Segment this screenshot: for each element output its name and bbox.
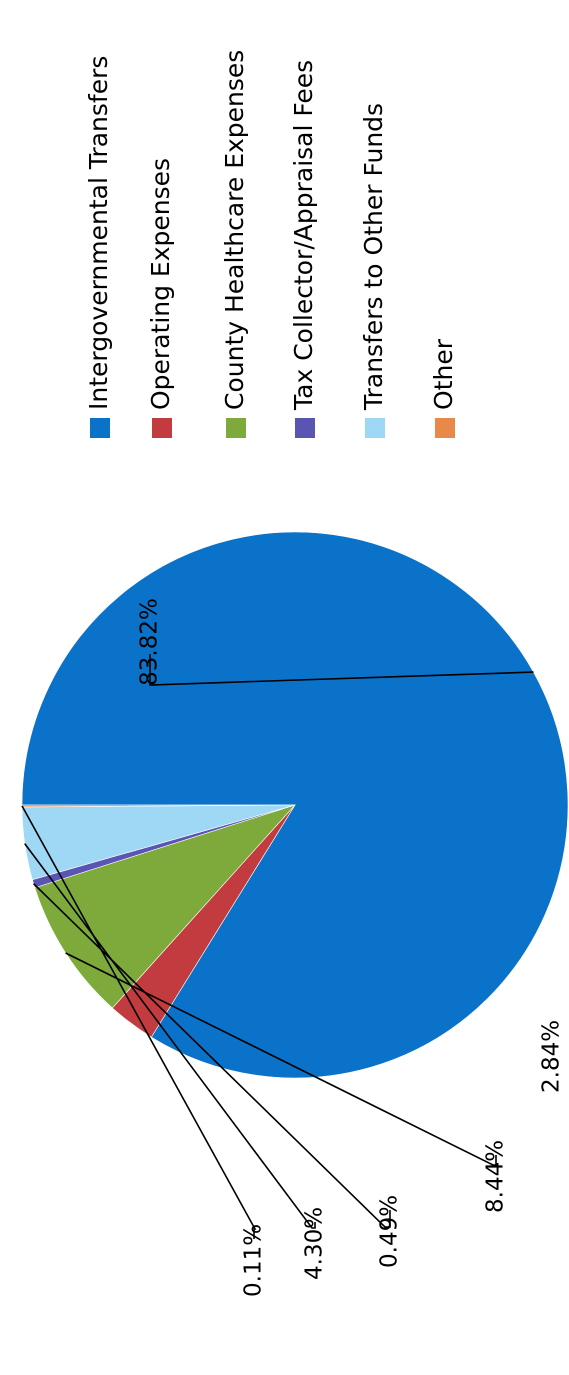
legend: Intergovernmental Transfers Operating Exp… — [84, 50, 458, 438]
legend-item-6: Other — [429, 338, 458, 438]
leader-line-6 — [21, 805, 257, 1239]
legend-swatch — [90, 418, 110, 438]
legend-label: Tax Collector/Appraisal Fees — [289, 60, 318, 411]
legend-item-4: Tax Collector/Appraisal Fees — [289, 60, 318, 438]
legend-label: County Healthcare Expenses — [220, 50, 249, 410]
leader-line-5 — [24, 843, 316, 1229]
pie-slices — [21, 531, 569, 1079]
legend-swatch — [295, 418, 315, 438]
legend-item-2: Operating Expenses — [146, 158, 175, 438]
legend-item-3: County Healthcare Expenses — [220, 50, 249, 438]
legend-swatch — [152, 418, 172, 438]
leader-line-3 — [65, 952, 497, 1166]
legend-label: Operating Expenses — [146, 158, 175, 410]
leader-line-1 — [149, 654, 534, 686]
leader-line-4 — [33, 883, 391, 1228]
data-label-2: 2.84% — [539, 1020, 565, 1093]
legend-swatch — [226, 418, 246, 438]
data-label-5: 4.30% — [302, 1207, 328, 1280]
data-labels: 83.82% 2.84% 8.44% 0.49% 4.30% 0.11% — [137, 598, 565, 1297]
legend-label: Intergovernmental Transfers — [84, 56, 113, 410]
legend-label: Other — [429, 338, 458, 410]
leader-lines — [21, 654, 534, 1239]
legend-item-5: Transfers to Other Funds — [359, 103, 388, 438]
legend-item-1: Intergovernmental Transfers — [84, 56, 113, 438]
legend-swatch — [365, 418, 385, 438]
data-label-3: 8.44% — [483, 1140, 509, 1213]
data-label-1: 83.82% — [137, 598, 163, 686]
data-label-4: 0.49% — [377, 1195, 403, 1268]
legend-swatch — [435, 418, 455, 438]
legend-label: Transfers to Other Funds — [359, 103, 388, 411]
data-label-6: 0.11% — [241, 1224, 267, 1297]
